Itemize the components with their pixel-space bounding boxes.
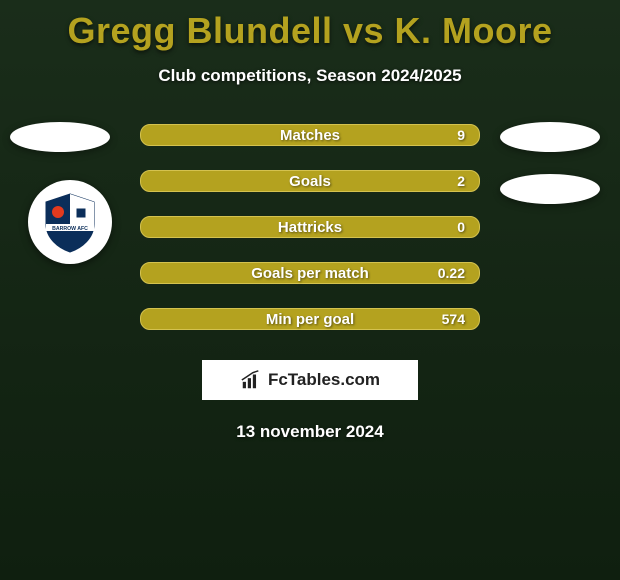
bar-list: Matches 9 Goals 2 Hattricks 0 Goals per … bbox=[140, 124, 480, 330]
snapshot-date: 13 november 2024 bbox=[0, 422, 620, 442]
stat-row: Goals per match 0.22 bbox=[140, 262, 480, 284]
stat-label: Hattricks bbox=[278, 219, 342, 236]
stat-row: Hattricks 0 bbox=[140, 216, 480, 238]
stat-label: Goals bbox=[289, 173, 331, 190]
stat-value: 0 bbox=[457, 219, 465, 235]
comparison-chart: Matches 9 Goals 2 Hattricks 0 Goals per … bbox=[0, 124, 620, 330]
stat-label: Goals per match bbox=[251, 265, 369, 282]
stat-value: 0.22 bbox=[438, 265, 465, 281]
stat-label: Matches bbox=[280, 127, 340, 144]
fctables-logo[interactable]: FcTables.com bbox=[202, 360, 418, 400]
bar-chart-icon bbox=[240, 369, 262, 391]
stat-label: Min per goal bbox=[266, 311, 354, 328]
stat-row: Matches 9 bbox=[140, 124, 480, 146]
stat-value: 574 bbox=[442, 311, 465, 327]
stat-value: 9 bbox=[457, 127, 465, 143]
logo-text: FcTables.com bbox=[268, 370, 380, 390]
stat-row: Goals 2 bbox=[140, 170, 480, 192]
stat-row: Min per goal 574 bbox=[140, 308, 480, 330]
subtitle: Club competitions, Season 2024/2025 bbox=[0, 66, 620, 86]
stat-value: 2 bbox=[457, 173, 465, 189]
page-title: Gregg Blundell vs K. Moore bbox=[0, 0, 620, 52]
